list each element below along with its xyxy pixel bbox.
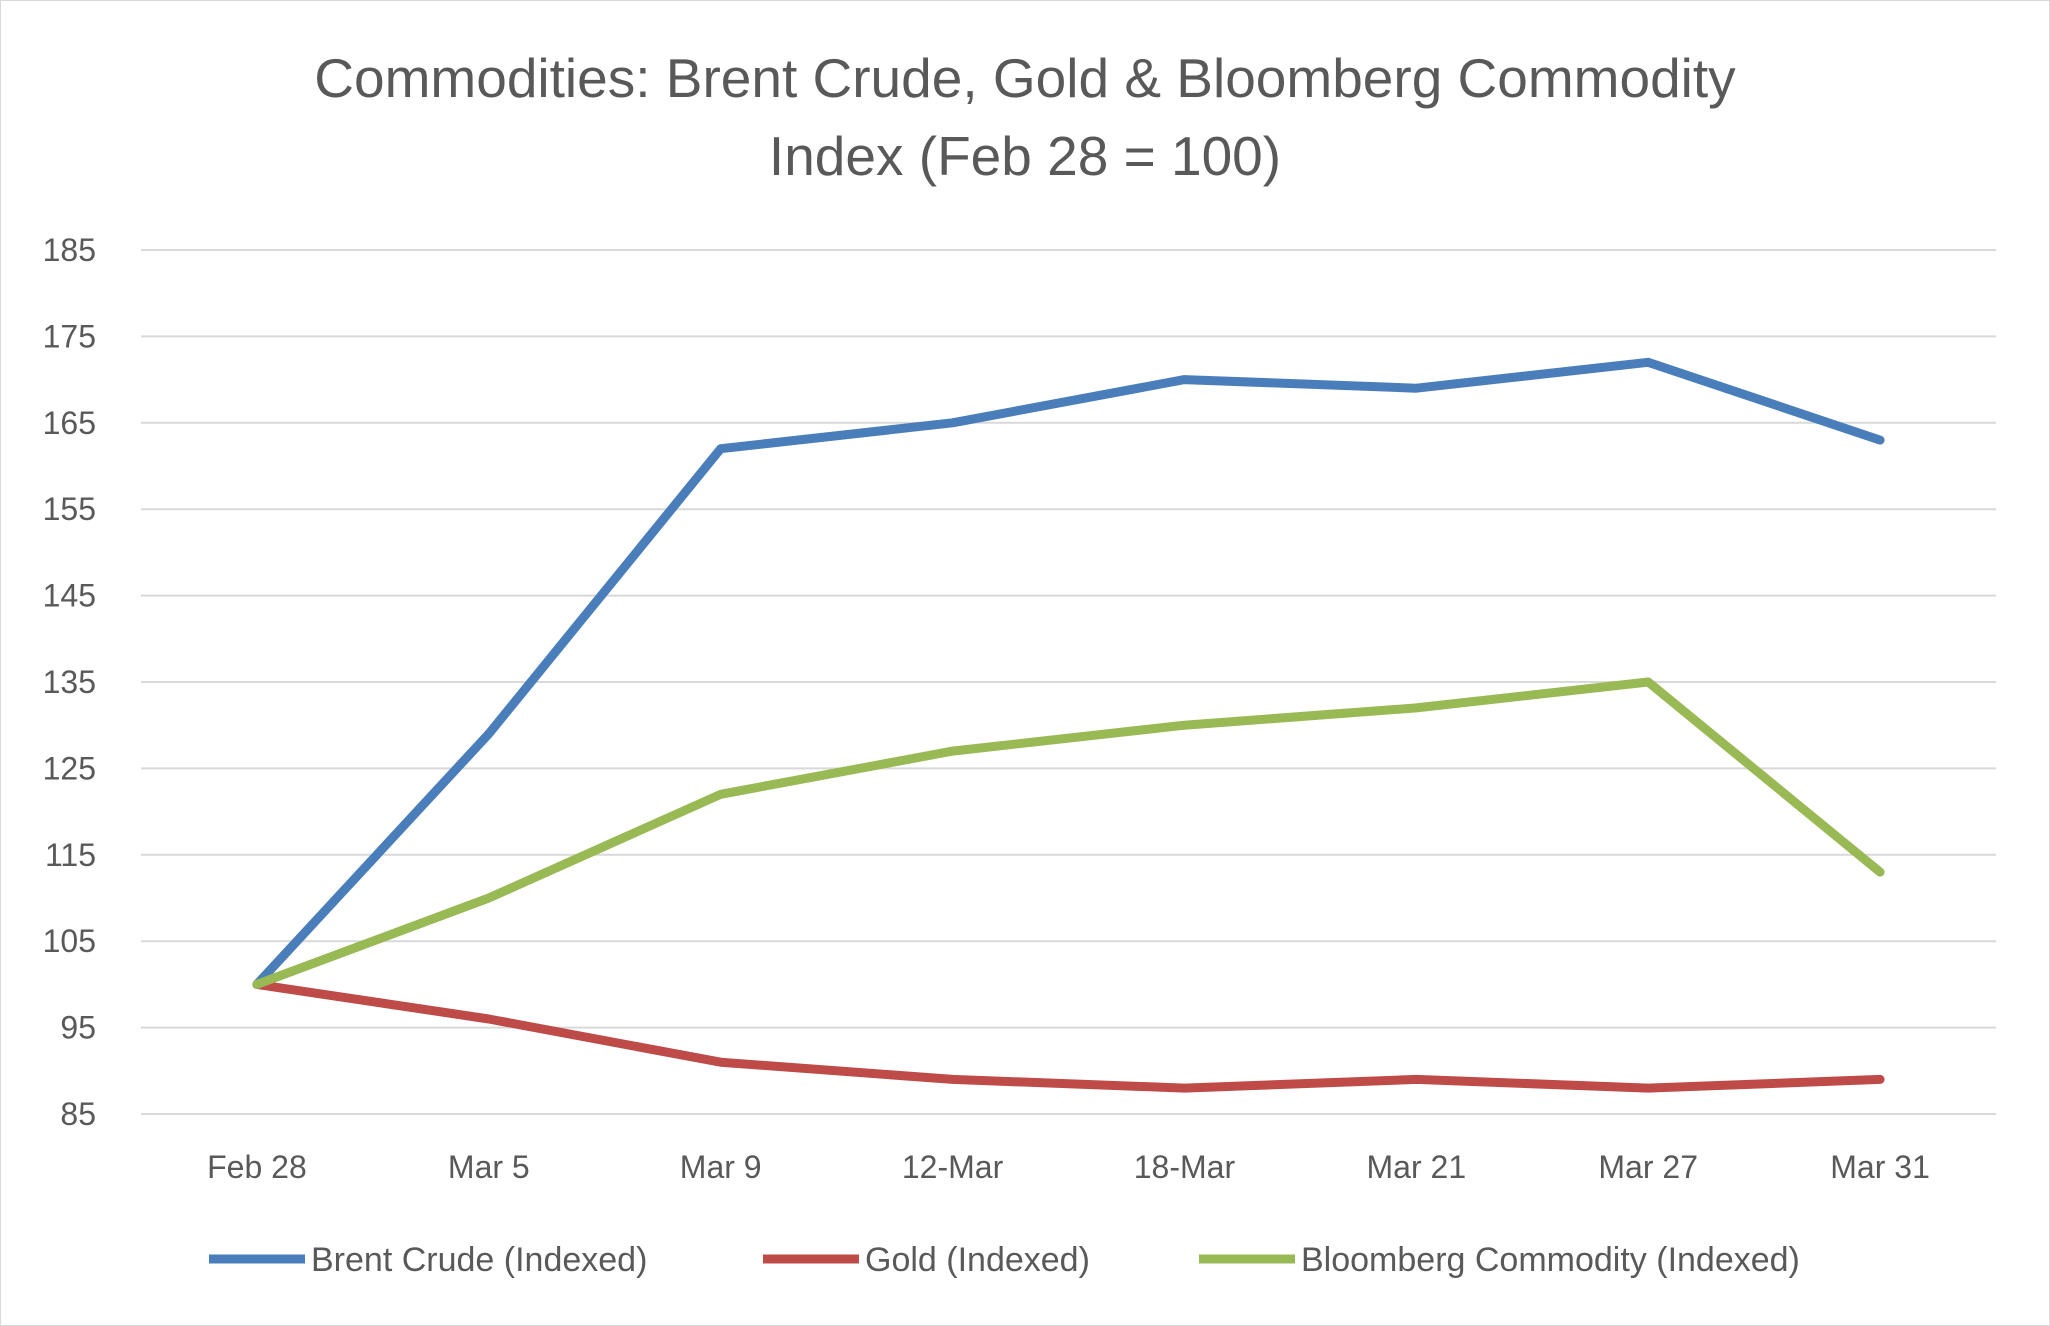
x-tick-label: 18-Mar: [1134, 1149, 1236, 1185]
chart-title-line-2: Index (Feb 28 = 100): [769, 125, 1281, 187]
y-tick-label: 105: [43, 923, 96, 959]
legend-label-1: Brent Crude (Indexed): [311, 1241, 647, 1279]
chart-title-line-1: Commodities: Brent Crude, Gold & Bloombe…: [314, 47, 1736, 109]
series-line-3: [252, 677, 1885, 989]
y-tick-label: 165: [43, 405, 96, 441]
y-tick-label: 145: [43, 578, 96, 614]
legend-label-2: Gold (Indexed): [865, 1241, 1090, 1279]
legend: Brent Crude (Indexed) Gold (Indexed) Bloom…: [209, 1241, 1800, 1279]
x-tick-label: Mar 21: [1367, 1149, 1467, 1185]
gridlines: [141, 249, 1996, 1115]
y-tick-label: 175: [43, 318, 96, 354]
y-tick-label: 155: [43, 491, 96, 527]
series-line-2: [252, 979, 1885, 1093]
y-tick-label: 135: [43, 664, 96, 700]
legend-label-3: Bloomberg Commodity (Indexed): [1301, 1241, 1800, 1279]
series-line-1: [252, 357, 1885, 989]
y-tick-label: 125: [43, 750, 96, 786]
y-tick-label: 95: [60, 1010, 96, 1046]
x-tick-label: Mar 27: [1598, 1149, 1698, 1185]
y-tick-label: 85: [60, 1096, 96, 1132]
y-tick-label: 185: [43, 232, 96, 268]
x-axis-tick-labels: Feb 28 Mar 5 Mar 9 12-Mar 18-Mar Mar 21 Mar 27…: [207, 1149, 1930, 1185]
x-tick-label: Mar 5: [448, 1149, 530, 1185]
y-axis-tick-labels: 85 95 105 115 125 135 145 155 165 175 185: [43, 232, 96, 1132]
x-tick-label: Feb 28: [207, 1149, 307, 1185]
x-tick-label: 12-Mar: [902, 1149, 1004, 1185]
series-lines: [252, 357, 1885, 1093]
x-tick-label: Mar 31: [1830, 1149, 1930, 1185]
x-tick-label: Mar 9: [680, 1149, 762, 1185]
y-tick-label: 115: [45, 837, 96, 873]
